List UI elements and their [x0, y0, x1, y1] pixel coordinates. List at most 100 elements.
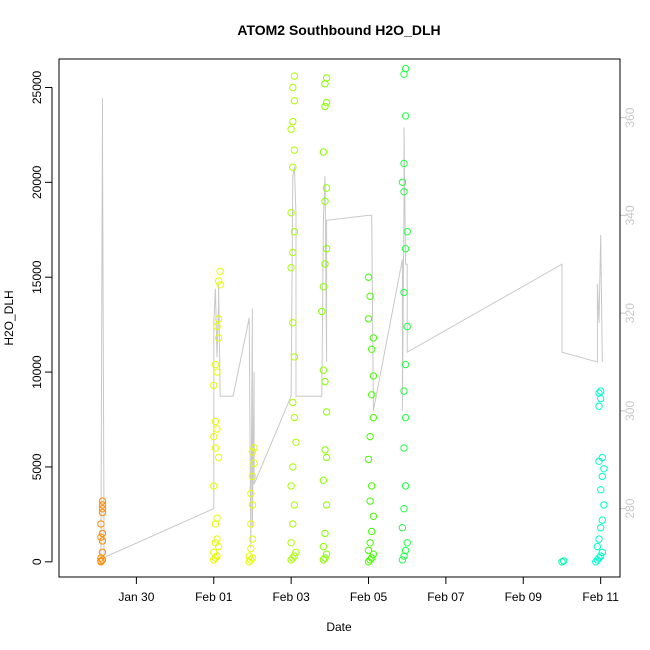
data-point	[400, 387, 408, 395]
data-point	[321, 446, 329, 454]
data-point	[289, 319, 297, 327]
right-tick-label: 280	[623, 498, 637, 518]
data-point	[292, 438, 300, 446]
data-point	[398, 178, 407, 187]
data-point	[290, 413, 299, 422]
data-point	[250, 444, 258, 452]
data-point	[403, 228, 411, 236]
data-point	[322, 245, 331, 253]
right-tick-label: 360	[623, 107, 637, 127]
data-point	[214, 315, 223, 323]
data-point	[289, 554, 297, 562]
data-point	[216, 281, 224, 289]
x-tick-label: Feb 05	[350, 590, 388, 604]
data-point	[364, 315, 373, 323]
data-point	[321, 377, 329, 386]
data-point	[558, 558, 566, 566]
data-point	[247, 556, 255, 564]
data-point	[211, 539, 220, 547]
chart-title: ATOM2 Southbound H2O_DLH	[237, 22, 440, 38]
data-point	[290, 72, 299, 80]
line-series	[100, 98, 603, 559]
data-point	[289, 463, 297, 471]
data-point	[401, 413, 410, 422]
data-point	[210, 432, 218, 441]
data-point	[600, 465, 608, 473]
data-point	[369, 372, 378, 380]
y-tick-label: 10000	[30, 355, 44, 389]
right-tick-label: 300	[623, 401, 637, 421]
data-point	[398, 556, 407, 564]
data-point	[290, 146, 299, 154]
scatter-series	[97, 497, 107, 566]
data-point	[287, 264, 295, 272]
data-point	[321, 197, 329, 206]
data-point	[245, 552, 253, 560]
data-point	[289, 248, 297, 257]
x-tick-label: Feb 07	[427, 590, 465, 604]
data-point	[400, 188, 408, 196]
data-point	[364, 455, 373, 464]
data-point	[401, 245, 410, 253]
data-point	[98, 497, 107, 505]
data-point	[319, 366, 328, 374]
data-point	[214, 334, 223, 342]
x-tick-label: Feb 01	[195, 590, 233, 604]
data-point	[364, 546, 373, 555]
data-point	[401, 546, 410, 555]
data-point	[287, 209, 295, 217]
data-point	[597, 387, 605, 395]
data-point	[401, 64, 410, 73]
data-point	[290, 97, 299, 105]
data-point	[319, 283, 328, 291]
data-point	[366, 292, 374, 300]
data-point	[400, 288, 408, 297]
data-point	[366, 432, 374, 441]
scatter-series	[287, 72, 300, 564]
data-point	[248, 448, 257, 456]
data-point	[289, 83, 297, 92]
data-point	[97, 557, 105, 565]
data-point	[368, 345, 376, 353]
data-point	[210, 381, 218, 390]
scatter-points-layer	[97, 64, 608, 566]
data-point	[216, 267, 224, 276]
data-point	[595, 402, 603, 410]
data-point	[366, 539, 374, 547]
data-point	[597, 524, 605, 532]
data-point	[213, 425, 221, 433]
data-point	[368, 554, 376, 562]
scatter-series	[318, 74, 331, 564]
data-point	[290, 552, 299, 560]
right-tick-label: 340	[623, 205, 637, 225]
data-point	[214, 277, 223, 285]
data-point	[210, 548, 218, 556]
data-point	[289, 398, 297, 407]
data-point	[597, 486, 605, 494]
data-point	[98, 508, 107, 517]
x-axis-label: Date	[326, 620, 352, 634]
data-point	[322, 98, 331, 107]
data-point	[211, 444, 220, 452]
data-point	[319, 148, 328, 156]
data-point	[287, 125, 295, 133]
data-point	[595, 389, 603, 397]
data-point	[369, 512, 378, 520]
data-point	[98, 529, 107, 538]
plot-frame	[58, 58, 621, 578]
data-point	[369, 413, 378, 422]
data-point	[287, 482, 295, 490]
data-point	[98, 548, 107, 556]
y-tick-label: 5000	[30, 453, 44, 480]
data-point	[598, 516, 606, 524]
data-point	[403, 322, 411, 331]
data-point	[319, 556, 328, 564]
data-point	[369, 550, 378, 558]
data-point	[319, 476, 328, 484]
data-point	[289, 117, 297, 126]
data-point	[292, 548, 300, 556]
data-point	[322, 501, 331, 509]
data-point	[400, 505, 408, 513]
data-point	[98, 537, 107, 545]
